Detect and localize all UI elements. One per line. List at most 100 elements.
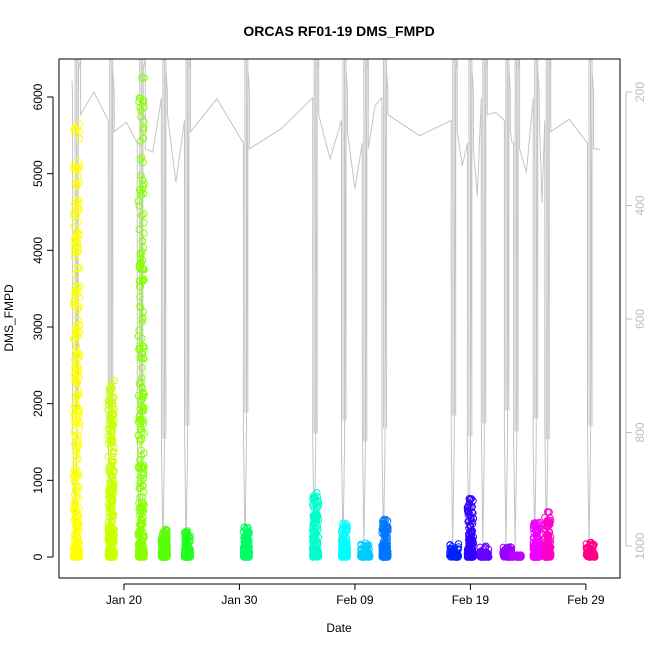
data-point xyxy=(139,126,148,134)
data-point xyxy=(105,385,114,393)
data-point xyxy=(104,487,113,495)
data-point xyxy=(309,512,317,520)
data-point xyxy=(245,551,253,560)
data-point xyxy=(108,422,117,431)
data-point xyxy=(137,171,145,180)
right-tick-label: 600 xyxy=(633,309,647,329)
data-point xyxy=(108,492,117,501)
right-tick-label: 800 xyxy=(633,422,647,442)
plot-frame xyxy=(58,58,621,579)
data-point xyxy=(72,281,80,290)
data-point xyxy=(72,393,80,402)
data-point xyxy=(107,458,116,466)
data-point xyxy=(449,552,458,561)
data-point xyxy=(72,401,80,409)
data-point xyxy=(358,545,366,553)
series-rf10 xyxy=(378,515,392,561)
data-point xyxy=(135,520,144,529)
data-point xyxy=(162,538,170,547)
data-point xyxy=(454,540,463,548)
data-point xyxy=(75,419,84,427)
data-point xyxy=(138,528,147,536)
data-point xyxy=(72,403,80,411)
data-point xyxy=(70,248,79,256)
data-point xyxy=(379,523,388,531)
y-axis-label: DMS_FMPD xyxy=(2,284,16,352)
data-point xyxy=(136,493,144,502)
data-point xyxy=(75,179,83,187)
data-point xyxy=(384,527,392,535)
series-rf11 xyxy=(446,540,463,561)
data-point xyxy=(74,553,82,561)
data-point xyxy=(74,158,83,166)
data-point xyxy=(73,390,82,398)
data-point xyxy=(140,219,148,227)
data-point xyxy=(135,412,144,421)
x-tick-label: Feb 19 xyxy=(452,593,490,607)
data-point xyxy=(70,302,78,310)
data-point xyxy=(138,237,147,245)
data-point xyxy=(139,158,147,167)
series-rf15 xyxy=(508,551,525,561)
data-point xyxy=(140,354,148,362)
data-point xyxy=(108,420,117,428)
data-point xyxy=(110,532,118,541)
data-point xyxy=(139,531,148,539)
series-rf06 xyxy=(239,523,254,561)
series-rf01 xyxy=(69,120,84,561)
data-point xyxy=(105,398,113,406)
data-point xyxy=(134,197,143,205)
data-point xyxy=(136,425,145,434)
data-point xyxy=(108,400,117,408)
series-rf09 xyxy=(357,539,374,561)
series-rf16 xyxy=(529,518,543,561)
data-point xyxy=(107,471,116,479)
data-point xyxy=(105,467,113,475)
data-point xyxy=(70,297,79,306)
data-point xyxy=(106,549,114,557)
data-point xyxy=(476,551,484,559)
data-point xyxy=(72,287,81,295)
data-point xyxy=(140,210,148,218)
data-point xyxy=(73,228,81,236)
y-tick-label: 6000 xyxy=(31,83,45,110)
data-point xyxy=(183,528,191,537)
data-point xyxy=(75,471,83,480)
data-point xyxy=(138,247,146,256)
data-point xyxy=(74,316,82,324)
data-point xyxy=(139,275,147,283)
data-point xyxy=(382,515,390,524)
data-point xyxy=(136,354,144,362)
data-point xyxy=(138,256,147,265)
data-point xyxy=(73,263,82,272)
series-rf12 xyxy=(463,495,478,561)
data-point xyxy=(109,447,118,456)
data-point xyxy=(466,503,474,511)
y-tick-label: 5000 xyxy=(31,160,45,187)
data-point xyxy=(363,551,371,559)
data-point xyxy=(73,522,82,530)
data-point xyxy=(107,384,115,392)
data-point xyxy=(136,292,144,301)
data-point xyxy=(70,440,79,448)
data-point xyxy=(70,505,79,514)
data-point xyxy=(532,537,541,545)
data-point xyxy=(545,528,554,536)
data-point xyxy=(140,118,148,126)
data-point xyxy=(74,247,83,255)
data-point xyxy=(73,181,81,190)
data-point xyxy=(70,165,78,174)
series-rf07 xyxy=(309,488,323,561)
data-point xyxy=(464,517,472,526)
data-point xyxy=(476,549,484,557)
data-point xyxy=(71,127,79,135)
data-point xyxy=(136,263,144,271)
data-point xyxy=(182,532,190,540)
data-point xyxy=(546,549,554,557)
data-point xyxy=(73,550,82,558)
data-point xyxy=(379,519,388,527)
right-tick-label: 200 xyxy=(633,82,647,102)
data-points xyxy=(69,74,599,561)
y-tick-label: 3000 xyxy=(31,313,45,340)
